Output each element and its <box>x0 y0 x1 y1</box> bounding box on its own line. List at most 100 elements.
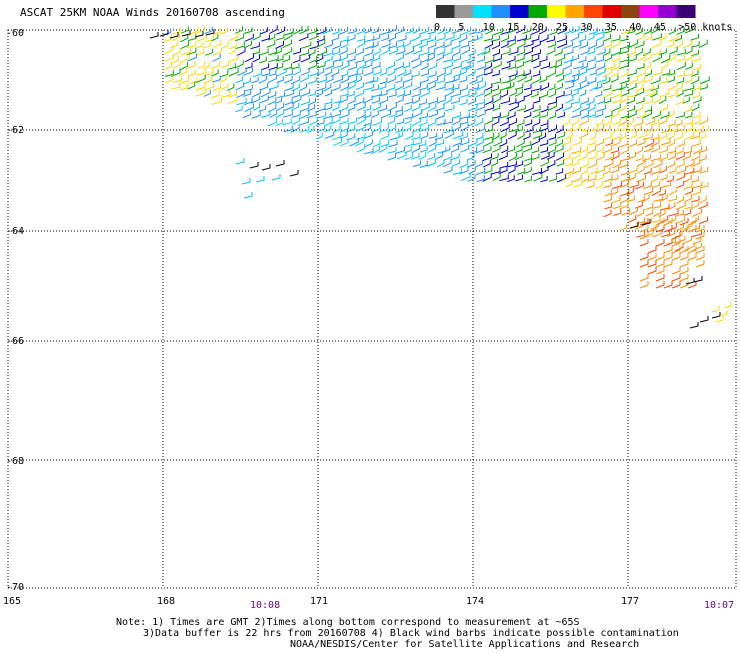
wind-barb <box>524 75 532 83</box>
wind-barb <box>554 82 563 91</box>
wind-barb <box>562 118 571 126</box>
wind-barb <box>292 117 300 125</box>
wind-barb <box>420 55 430 64</box>
wind-barb <box>267 118 277 127</box>
wind-barb <box>373 140 381 148</box>
wind-barb <box>564 76 575 83</box>
wind-barb <box>564 180 573 188</box>
wind-barb <box>388 33 396 42</box>
wind-barb <box>266 40 276 48</box>
wind-barb <box>276 102 285 111</box>
wind-barb <box>517 168 526 175</box>
wind-barb <box>387 124 397 133</box>
lat-label: -68 <box>6 456 24 467</box>
wind-barb <box>332 75 343 84</box>
wind-barb <box>227 83 235 91</box>
wind-barb <box>586 63 596 71</box>
wind-barb <box>589 82 598 92</box>
wind-barb <box>228 96 238 104</box>
wind-barb <box>667 215 677 223</box>
wind-barb <box>459 160 469 169</box>
wind-barb <box>485 27 493 35</box>
wind-barb <box>619 180 629 188</box>
lat-label: -60 <box>6 28 24 39</box>
wind-barb <box>658 96 667 104</box>
wind-barb <box>695 260 705 268</box>
wind-barb <box>564 82 575 90</box>
contaminated-wind-barb <box>711 312 721 319</box>
wind-barb <box>251 89 261 98</box>
wind-barb <box>435 139 445 146</box>
wind-barb <box>679 225 689 233</box>
wind-barb <box>547 69 557 78</box>
wind-barb <box>611 70 619 77</box>
wind-barb <box>554 60 563 69</box>
wind-barb <box>444 130 454 140</box>
wind-barb <box>404 146 412 154</box>
wind-barb <box>443 55 453 63</box>
wind-barb <box>540 158 549 167</box>
wind-barbs <box>149 25 732 329</box>
wind-barb <box>699 76 710 85</box>
wind-barb <box>676 195 684 204</box>
wind-barb <box>698 201 708 210</box>
wind-barb <box>605 62 616 70</box>
wind-barb <box>436 119 446 126</box>
wind-barb <box>659 132 668 140</box>
legend-swatch <box>491 5 511 18</box>
wind-barb <box>443 166 453 174</box>
wind-barb <box>687 218 697 226</box>
wind-barb <box>170 83 181 90</box>
wind-barb <box>562 153 571 161</box>
wind-barb <box>372 118 382 126</box>
wind-barb <box>660 181 672 188</box>
wind-barb <box>354 75 362 84</box>
wind-barb <box>436 111 445 120</box>
wind-barb <box>249 162 259 169</box>
wind-barb <box>442 145 451 153</box>
wind-barb <box>715 316 724 323</box>
wind-barb <box>642 109 652 119</box>
wind-barb <box>634 88 645 97</box>
wind-barb <box>597 48 606 56</box>
wind-barb <box>324 89 333 97</box>
wind-barb <box>684 124 693 133</box>
wind-barb <box>570 33 579 42</box>
wind-barb <box>458 132 468 140</box>
wind-barb <box>692 83 701 91</box>
wind-barb <box>308 97 316 106</box>
wind-barb <box>228 42 237 50</box>
wind-barb <box>203 68 214 77</box>
wind-barb <box>637 195 645 203</box>
wind-barb <box>500 97 511 105</box>
wind-barb <box>468 166 476 175</box>
wind-barb <box>595 152 605 161</box>
wind-barb <box>699 83 708 90</box>
wind-barb <box>466 62 474 70</box>
wind-barb <box>243 67 253 76</box>
wind-barb <box>516 139 525 148</box>
wind-barb <box>671 267 681 275</box>
legend-swatch <box>454 5 474 18</box>
wind-barb <box>644 89 655 97</box>
wind-barb <box>404 98 413 105</box>
legend-swatch <box>565 5 585 18</box>
wind-barb <box>661 230 671 238</box>
wind-barb <box>460 46 470 55</box>
wind-barb <box>636 208 645 217</box>
wind-barb <box>658 166 667 174</box>
wind-barb <box>426 53 435 62</box>
wind-barb <box>530 137 540 146</box>
wind-barb <box>692 91 701 99</box>
wind-barb <box>540 176 548 183</box>
wind-barb <box>378 96 389 105</box>
wind-barb <box>675 152 685 160</box>
wind-barb <box>699 166 709 174</box>
wind-barb <box>581 125 589 132</box>
wind-barb <box>579 76 587 85</box>
wind-barb <box>396 68 407 77</box>
wind-barb <box>252 103 260 111</box>
wind-barb <box>655 218 665 226</box>
wind-barb <box>467 174 476 182</box>
